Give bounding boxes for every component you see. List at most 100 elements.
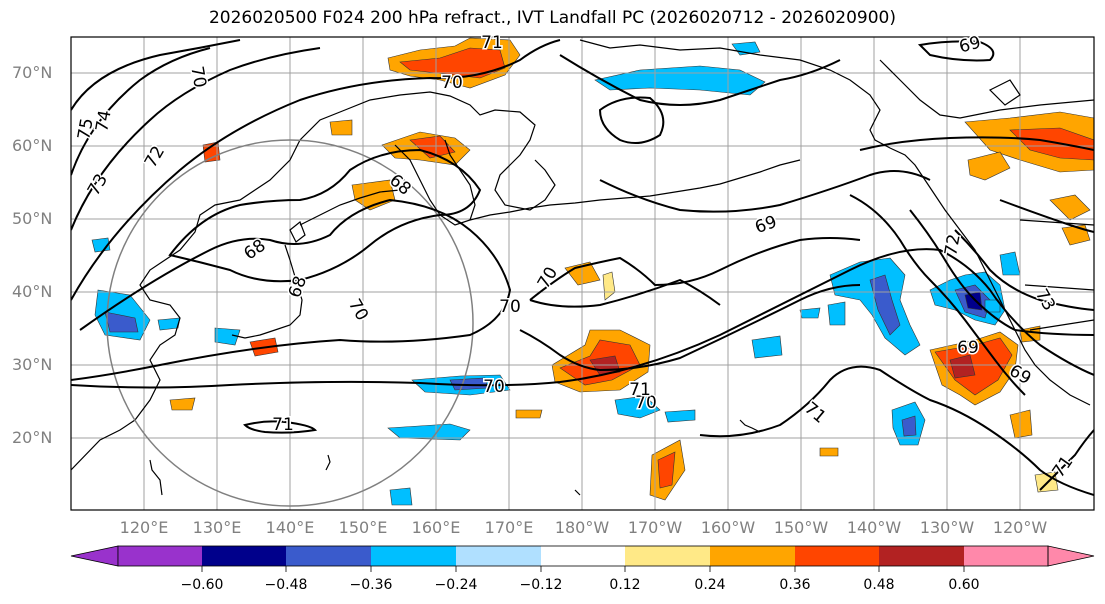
shade-patch: [657, 451, 676, 489]
colorbar-segment: [118, 546, 202, 566]
contour-line: [598, 96, 665, 145]
contour-line: [599, 170, 931, 213]
colorbar-segment: [964, 546, 1048, 566]
shade-patch: [409, 135, 456, 159]
contour-line: [519, 284, 861, 372]
colorbar-tick-label: 0.12: [609, 577, 641, 593]
contour-line: [71, 198, 512, 381]
latitude-label: 30°N: [12, 355, 53, 374]
shade-patch: [949, 354, 976, 379]
shade-patch: [104, 311, 139, 333]
contour-label: 69: [957, 338, 979, 358]
colorbar-tick-label: −0.36: [349, 577, 393, 593]
contour-label: 71: [272, 415, 294, 435]
longitude-label: 130°W: [919, 518, 975, 537]
colorbar-segment: [879, 546, 964, 566]
contour-line: [954, 229, 1094, 311]
longitude-label: 150°W: [773, 518, 829, 537]
shade-patch: [387, 423, 471, 441]
shade-patch: [399, 47, 506, 79]
colorbar-extend-high: [1047, 545, 1095, 567]
contour-line: [71, 248, 1094, 389]
colorbar-segment: [371, 546, 456, 566]
contour-line: [168, 148, 482, 283]
longitude-label: 120°W: [992, 518, 1048, 537]
colorbar-segment: [710, 546, 795, 566]
contour-line: [71, 47, 321, 231]
shade-patch: [819, 447, 839, 457]
contour-label: 70: [499, 297, 521, 317]
longitude-label: 120°E: [119, 518, 169, 537]
latitude-label: 60°N: [12, 136, 53, 155]
shade-patch: [829, 257, 921, 356]
contour-line: [909, 209, 1094, 336]
coastline: [1024, 284, 1094, 291]
latitude-label: 50°N: [12, 209, 53, 228]
shade-patch: [202, 141, 221, 163]
shade-patch: [827, 301, 846, 326]
contour-line: [1039, 429, 1094, 491]
coastline: [71, 91, 556, 471]
colorbar-tick-label: 0.36: [779, 577, 811, 593]
shade-patch: [169, 397, 196, 411]
shade-patch: [214, 327, 241, 346]
longitude-label: 140°E: [265, 518, 315, 537]
longitude-label: 150°E: [338, 518, 388, 537]
shade-patch: [664, 409, 696, 423]
longitude-label: 170°W: [627, 518, 683, 537]
colorbar-segment: [456, 546, 541, 566]
coastline: [879, 59, 1094, 119]
shade-patch: [157, 317, 181, 331]
colorbar-tick-label: 0.60: [948, 577, 980, 593]
shade-patch: [799, 307, 821, 319]
shade-patch: [967, 151, 1011, 181]
latitude-label: 20°N: [12, 428, 53, 447]
map-border: [70, 36, 1095, 511]
shade-patch: [751, 335, 783, 359]
contour-label: 70: [483, 377, 505, 397]
contour-line: [999, 199, 1094, 233]
contour-line: [71, 39, 241, 111]
shade-patch: [1009, 409, 1033, 439]
contour-line: [917, 40, 995, 62]
colorbar-tick-label: −0.60: [180, 577, 224, 593]
shade-patch: [389, 487, 413, 506]
coastline: [149, 459, 163, 496]
longitude-label: 160°W: [700, 518, 756, 537]
coastline: [1029, 319, 1094, 331]
contour-label: 72: [941, 233, 964, 258]
contour-line: [529, 237, 861, 301]
coastline: [988, 79, 1021, 106]
contour-line: [559, 54, 841, 106]
contour-line: [859, 136, 1094, 151]
coastline: [231, 244, 303, 339]
colorbar-tick-label: −0.12: [519, 577, 563, 593]
shaded-field: [91, 37, 1094, 506]
contour-label: 70: [186, 65, 209, 90]
contour-label: 71: [481, 33, 503, 53]
coastline: [1019, 219, 1094, 226]
shade-patch: [515, 409, 543, 419]
contour-label: 70: [441, 73, 463, 93]
contour-line: [71, 39, 561, 301]
shade-patch: [934, 337, 1013, 396]
contour-line: [71, 47, 211, 176]
contour-label: 74: [92, 109, 115, 134]
colorbar-segment: [541, 546, 625, 566]
coastline: [299, 189, 401, 226]
colorbar-tick-label: 0.48: [863, 577, 895, 593]
latitude-label: 70°N: [12, 63, 53, 82]
contour-label: 71: [629, 380, 651, 400]
refractivity-contours: [71, 39, 1094, 496]
shade-patch: [901, 415, 917, 437]
coastline: [325, 454, 331, 471]
shade-patch: [449, 377, 489, 391]
colorbar-tick-label: −0.48: [264, 577, 308, 593]
longitude-label: 170°E: [484, 518, 534, 537]
shade-patch: [964, 291, 983, 311]
contour-line: [699, 365, 1094, 496]
colorbar-frame: [117, 545, 1049, 567]
longitude-label: 140°W: [846, 518, 902, 537]
coastlines: [71, 39, 1094, 496]
